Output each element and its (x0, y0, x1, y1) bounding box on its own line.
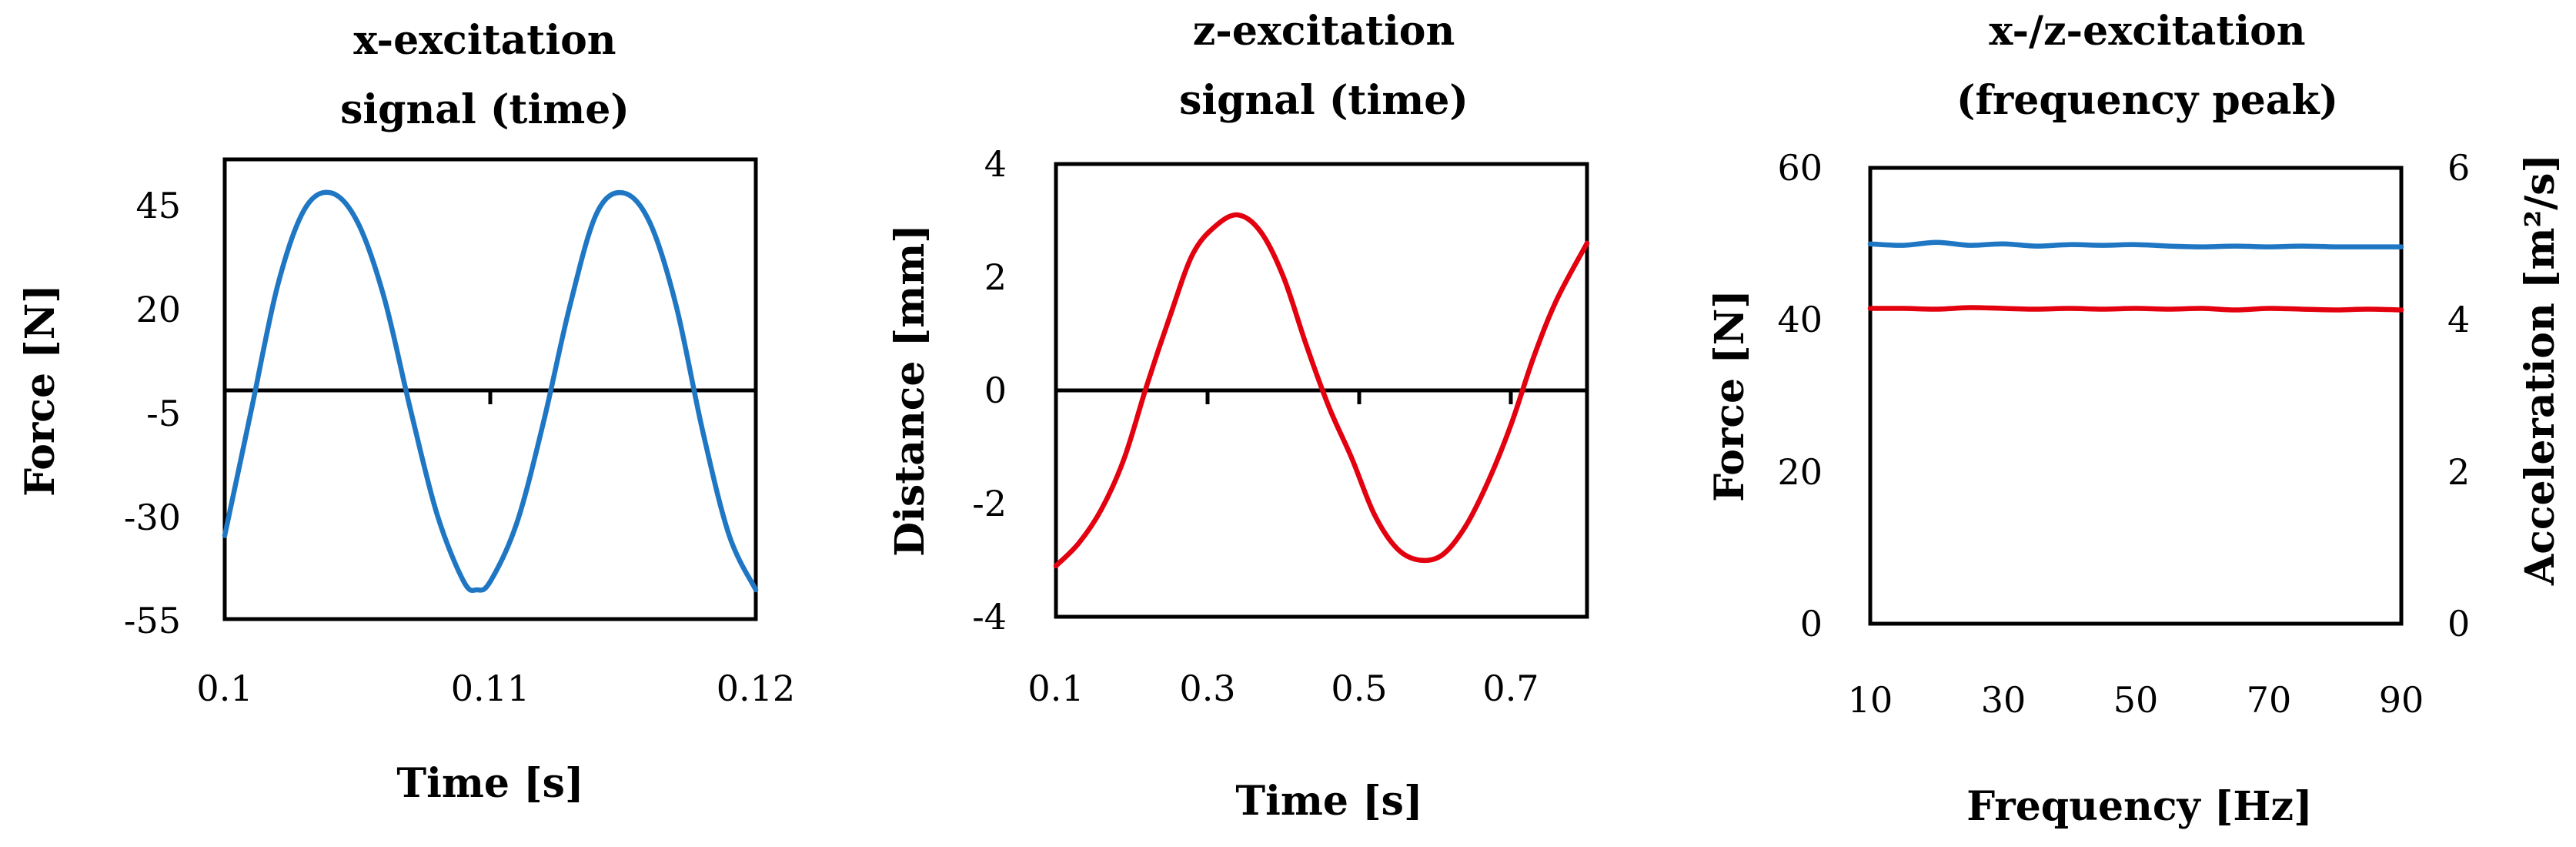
chart1-x-axis-label: Time [s] (396, 760, 583, 807)
chart3-ytick: 40 (1777, 299, 1823, 340)
chart2-xtick: 0.7 (1482, 668, 1539, 709)
chart1-series-force (222, 189, 759, 594)
chart2-series-distance (1053, 212, 1590, 569)
chart3-y2tick: 2 (2447, 451, 2470, 493)
chart3-plot-frame (1868, 166, 2404, 626)
chart3-series-force (1867, 239, 2404, 249)
chart2-y-axis-label: Distance [mm] (887, 224, 934, 557)
chart1-ytick: -5 (146, 393, 181, 434)
chart3-y2-axis-label: Acceleration [m²/s] (2517, 154, 2564, 586)
chart1-title-line1: x-excitation (353, 17, 616, 64)
chart2-xtick: 0.1 (1027, 668, 1084, 709)
chart3-ytick: 20 (1777, 451, 1823, 493)
chart1-title-line2: signal (time) (340, 86, 630, 133)
chart3-xtick: 50 (2113, 679, 2159, 721)
chart3-y2tick: 0 (2447, 603, 2470, 644)
chart2-xtick: 0.5 (1331, 668, 1387, 709)
chart3-ytick: 60 (1777, 147, 1823, 189)
chart2-ytick: -2 (972, 483, 1007, 524)
chart2-ytick: 2 (984, 256, 1007, 298)
chart-z-excitation: z-excitation signal (time) 4 2 0 -2 -4 0… (887, 8, 1590, 825)
chart3-xtick: 90 (2379, 679, 2424, 721)
chart-x-excitation: x-excitation signal (time) 45 20 -5 -30 … (17, 17, 795, 807)
chart1-y-axis-label: Force [N] (17, 284, 64, 497)
chart-frequency-peak: x-/z-excitation (frequency peak) 60 40 2… (1706, 8, 2564, 830)
chart3-y2tick: 6 (2447, 147, 2470, 189)
chart2-x-axis-label: Time [s] (1235, 778, 1422, 825)
chart3-xtick: 10 (1848, 679, 1893, 721)
chart2-xtick: 0.3 (1179, 668, 1235, 709)
chart2-ytick: 0 (984, 370, 1007, 411)
chart3-title-line1: x-/z-excitation (1989, 8, 2305, 55)
chart1-xtick: 0.1 (196, 668, 252, 709)
chart3-ytick: 0 (1800, 603, 1823, 644)
chart3-x-axis-label: Frequency [Hz] (1966, 783, 2312, 830)
chart3-xtick: 70 (2247, 679, 2292, 721)
chart3-series-acceleration (1867, 305, 2404, 313)
chart3-y2tick: 4 (2447, 299, 2470, 340)
chart2-title-line2: signal (time) (1179, 77, 1468, 124)
chart1-xtick: 0.11 (451, 668, 530, 709)
chart2-ytick: -4 (972, 596, 1007, 638)
chart1-xtick: 0.12 (717, 668, 795, 709)
chart1-ytick: -30 (124, 497, 181, 538)
chart2-ytick: 4 (984, 143, 1007, 185)
chart3-title-line2: (frequency peak) (1956, 77, 2338, 124)
chart3-y-axis-label: Force [N] (1706, 290, 1753, 502)
chart1-ytick: 45 (135, 185, 181, 226)
chart2-title-line1: z-excitation (1193, 8, 1455, 55)
chart1-ytick: -55 (124, 600, 181, 641)
chart3-xtick: 30 (1981, 679, 2026, 721)
chart1-ytick: 20 (135, 289, 181, 330)
